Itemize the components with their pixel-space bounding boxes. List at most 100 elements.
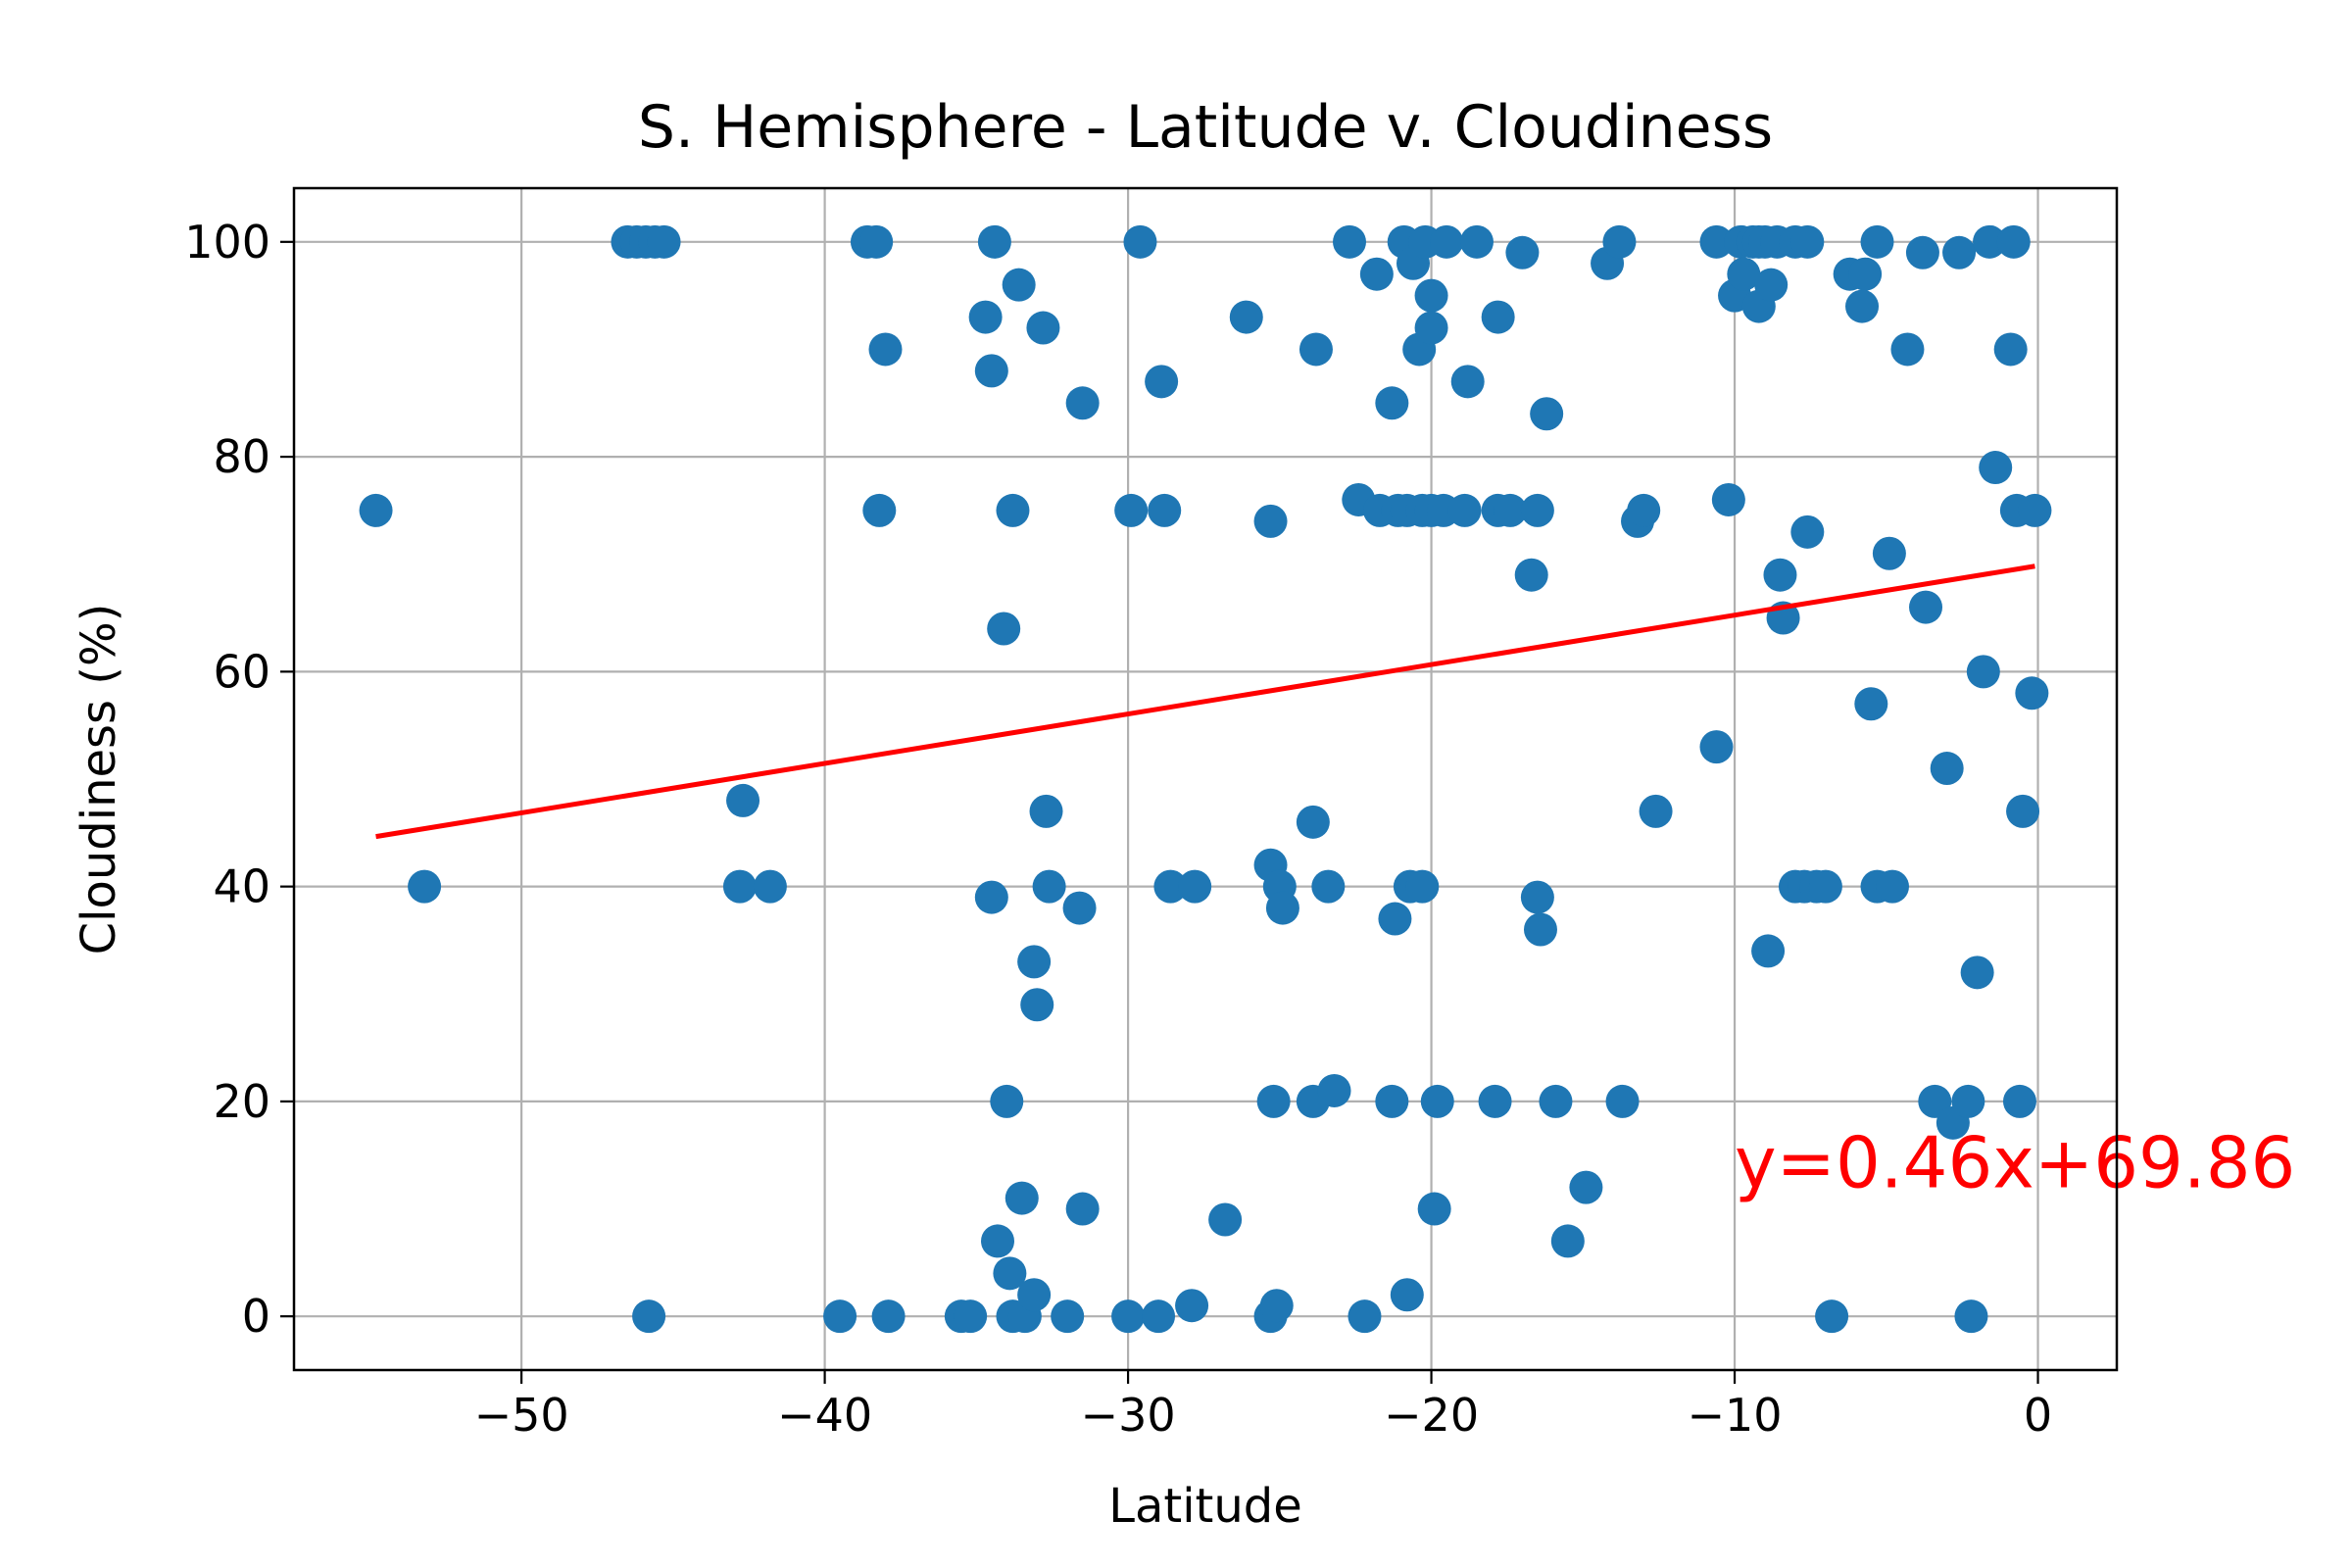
y-axis-label: Cloudiness (%) — [72, 604, 126, 956]
y-tick-label: 100 — [184, 216, 270, 269]
data-point — [1514, 558, 1548, 592]
data-point — [1253, 504, 1288, 538]
data-point — [1930, 752, 1964, 786]
data-point — [1123, 224, 1157, 259]
data-point — [1751, 934, 1786, 968]
data-point — [1359, 257, 1394, 291]
data-point — [1420, 1084, 1454, 1118]
y-tick-label: 60 — [213, 645, 270, 698]
plot-area-frame — [292, 186, 2119, 1372]
regression-equation: y=0.46x+69.86 — [1735, 1122, 2295, 1204]
data-point — [1996, 224, 2031, 259]
y-tick-label: 0 — [242, 1290, 270, 1343]
data-point — [1942, 235, 1977, 270]
data-point — [1711, 482, 1745, 516]
data-point — [987, 612, 1021, 646]
y-axis-ticks: 0 20 40 60 80 100 — [184, 216, 294, 1343]
data-point — [1378, 902, 1412, 936]
data-point — [1845, 289, 1880, 323]
data-point — [1029, 794, 1063, 828]
data-point — [1114, 493, 1149, 527]
data-point — [726, 783, 760, 817]
data-point — [408, 869, 442, 904]
data-point — [1296, 805, 1330, 839]
data-point — [1178, 869, 1212, 904]
data-point — [1450, 365, 1485, 399]
data-point — [1348, 1299, 1382, 1334]
data-point — [862, 493, 897, 527]
data-point — [1004, 1181, 1039, 1215]
data-point — [990, 1084, 1024, 1118]
data-point — [1699, 730, 1734, 764]
data-point — [1960, 956, 1994, 990]
data-point — [1569, 1170, 1603, 1204]
x-axis-ticks: −50 −40 −30 −20 −10 0 — [474, 1370, 2052, 1442]
data-point — [359, 493, 393, 527]
data-point — [1808, 869, 1842, 904]
data-point — [1447, 493, 1482, 527]
data-point — [1414, 311, 1448, 345]
regression: y=0.46x+69.86 — [375, 564, 2295, 1204]
data-point — [1854, 687, 1888, 721]
data-point — [981, 1224, 1015, 1258]
chart-title: S. Hemisphere - Latitude v. Cloudiness — [638, 93, 1773, 162]
data-point — [1627, 493, 1661, 527]
data-point — [1754, 268, 1788, 302]
data-point — [993, 1256, 1027, 1291]
grid — [294, 188, 2117, 1370]
data-point — [1065, 1192, 1100, 1226]
data-point — [1311, 869, 1346, 904]
data-point — [1505, 235, 1540, 270]
data-point — [1459, 224, 1494, 259]
data-point — [1954, 1299, 1988, 1334]
data-point — [1905, 235, 1939, 270]
data-point — [1417, 1192, 1451, 1226]
data-point — [722, 869, 757, 904]
y-tick-label: 80 — [213, 430, 270, 483]
data-point — [1951, 1084, 1985, 1118]
y-tick-label: 40 — [213, 860, 270, 913]
data-point — [1699, 224, 1734, 259]
data-point — [871, 1299, 906, 1334]
data-point — [1145, 365, 1179, 399]
data-point — [1790, 224, 1825, 259]
data-point — [1605, 1084, 1640, 1118]
data-point — [2002, 1084, 2036, 1118]
data-point — [1481, 300, 1515, 334]
data-point — [1763, 558, 1797, 592]
data-point — [954, 1299, 988, 1334]
data-point — [1979, 451, 2013, 485]
data-point — [1430, 224, 1464, 259]
data-point — [1065, 386, 1100, 420]
data-point — [1062, 891, 1097, 925]
data-point — [1375, 386, 1409, 420]
regression-line — [375, 564, 2035, 840]
x-axis-label: Latitude — [1108, 1479, 1302, 1534]
data-point — [1727, 257, 1761, 291]
data-point — [1298, 332, 1333, 367]
data-point — [1790, 514, 1825, 549]
data-point — [1017, 1278, 1052, 1312]
x-tick-label: −40 — [777, 1389, 872, 1442]
data-point — [1875, 869, 1909, 904]
x-tick-label: −30 — [1081, 1389, 1176, 1442]
data-point — [1259, 1289, 1294, 1323]
data-point — [1966, 655, 2000, 689]
data-point — [1142, 1299, 1176, 1334]
data-point — [1872, 536, 1906, 570]
data-point — [996, 493, 1030, 527]
data-point — [1317, 1073, 1351, 1107]
data-point — [1051, 1299, 1085, 1334]
data-point — [1523, 912, 1557, 947]
data-point — [1153, 869, 1188, 904]
data-point — [1333, 224, 1367, 259]
data-point — [1265, 891, 1299, 925]
x-tick-label: −10 — [1688, 1389, 1783, 1442]
x-tick-label: −20 — [1384, 1389, 1479, 1442]
data-point — [859, 224, 894, 259]
data-points — [359, 224, 2052, 1334]
data-point — [1390, 1278, 1424, 1312]
data-point — [1414, 278, 1448, 313]
data-point — [1229, 300, 1263, 334]
data-point — [753, 869, 787, 904]
